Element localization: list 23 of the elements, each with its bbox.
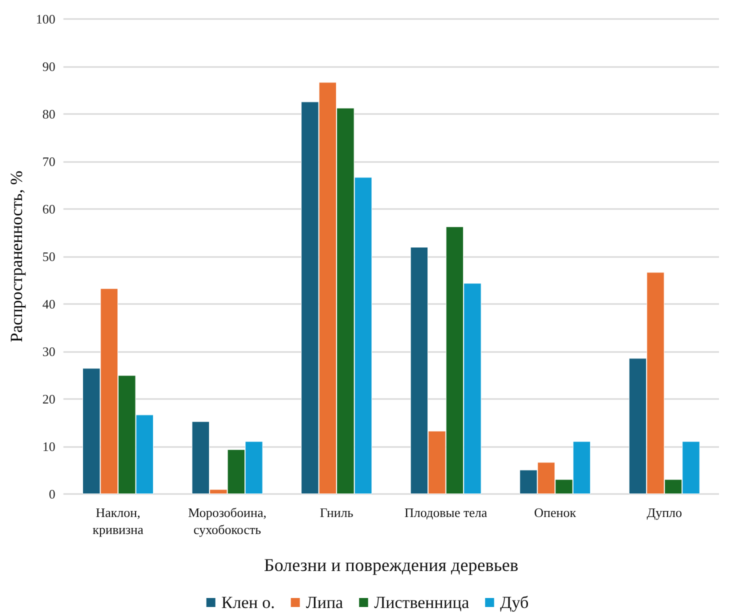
y-tick-label: 30 — [42, 344, 56, 359]
legend-label: Липа — [306, 593, 344, 612]
x-tick-label: Наклон, кривизна — [92, 505, 144, 537]
x-tick-label: Гниль — [320, 505, 354, 520]
x-tick-label: Опенок — [534, 505, 577, 520]
legend-label: Дуб — [500, 593, 529, 612]
x-tick-label: Морозобоина, сухобокость — [188, 505, 266, 537]
y-tick-label: 20 — [42, 392, 56, 406]
y-tick-label: 90 — [42, 59, 56, 74]
y-tick-label: 80 — [42, 106, 56, 122]
y-tick-label: 60 — [42, 202, 56, 216]
legend-label: Лиственница — [374, 593, 470, 612]
legend-label: Клен о. — [221, 593, 275, 612]
x-tick-label: Дупло — [646, 505, 682, 520]
y-axis-title: Распространенность, % — [7, 170, 26, 342]
y-tick-label: 0 — [48, 486, 56, 502]
y-tick-label: 100 — [36, 12, 56, 26]
y-tick-label: 40 — [42, 296, 56, 312]
x-tick-label: Плодовые тела — [404, 505, 488, 520]
x-axis-title: Болезни и повреждения деревьев — [264, 555, 518, 575]
y-tick-label: 10 — [42, 439, 56, 454]
y-tick-label: 50 — [42, 249, 56, 264]
y-tick-label: 70 — [42, 154, 56, 169]
